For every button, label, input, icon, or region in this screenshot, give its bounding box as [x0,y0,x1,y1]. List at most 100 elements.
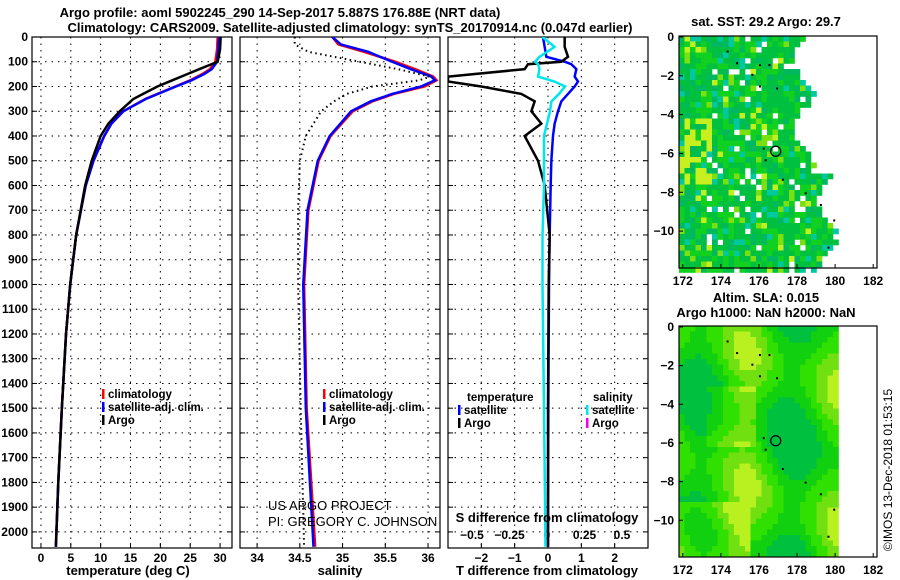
map-cell [734,342,740,349]
map-cell [739,381,746,387]
map-cell [679,173,685,180]
map-cell [756,146,762,152]
map-cell [690,414,696,420]
map-cell [805,168,812,174]
map-cell [756,256,762,262]
map-cell [728,151,735,158]
island-marker [833,508,836,511]
map-cell [800,212,806,218]
map-cell [756,326,762,332]
map-cell [739,469,746,475]
map-cell [789,375,795,382]
map-cell [701,348,707,354]
map-cell [695,47,702,53]
map-cell [827,337,834,343]
island-marker [827,246,830,249]
map-cell [695,485,702,492]
map-cell [805,524,812,530]
map-cell [833,480,839,486]
map-cell [723,342,729,349]
series-line-satellite-adj-clim- [301,37,437,547]
map-cell [734,408,740,415]
map-cell [767,102,773,108]
map-cell [690,96,696,103]
map-cell [816,496,823,503]
map-cell [734,47,740,53]
map-cell [811,452,817,459]
map-cell [800,370,806,376]
map-cell [745,234,751,240]
x-tick-label: 25 [184,551,198,565]
map-cell [734,245,740,251]
map-cell [695,375,702,382]
map-cell [695,397,702,404]
map-cell [723,256,729,262]
map-cell [822,458,828,464]
map-y-tick-label: −2 [660,359,674,373]
map-cell [695,403,702,409]
map-cell [827,348,834,354]
map-cell [701,124,707,130]
map-cell [706,535,713,541]
map-cell [684,353,691,360]
map-cell [767,524,773,530]
map-cell [789,250,795,257]
map-cell [767,267,773,273]
map-cell [717,403,724,409]
map-cell [800,403,806,409]
map-cell [701,168,707,174]
map-cell [816,524,823,530]
map-cell [827,403,834,409]
map-cell [761,96,768,103]
map-cell [756,80,762,86]
map-cell [778,63,784,70]
map-cell [684,425,691,431]
map-cell [756,162,762,169]
map-cell [772,96,779,103]
map-cell [712,91,718,97]
map-cell [690,364,696,371]
map-cell [684,261,691,268]
map-cell [712,414,718,420]
map-cell [805,408,812,415]
map-cell [706,540,713,547]
map-cell [712,485,718,492]
map-cell [761,179,768,185]
map-cell [805,507,812,514]
map-cell [679,151,685,158]
map-cell [745,436,751,442]
map-cell [690,217,696,224]
map-cell [701,359,707,365]
map-cell [783,364,790,371]
map-cell [833,414,839,420]
map-cell [679,491,685,497]
map-cell [783,386,790,393]
map-cell [734,124,740,130]
map-cell [745,63,751,70]
map-cell [750,375,757,382]
map-cell [822,485,828,492]
map-cell [739,206,746,213]
map-cell [772,228,779,235]
island-marker [726,50,729,53]
map-cell [723,234,729,240]
map-cell [706,414,713,420]
map-cell [717,491,724,497]
map-cell [728,370,735,376]
map-cell [822,524,828,530]
map-cell [750,496,757,503]
map-cell [723,179,729,185]
map-cell [794,529,801,536]
map-cell [800,513,806,519]
map-cell [800,463,806,470]
map-cell [772,179,779,185]
map-cell [695,364,702,371]
map-cell [701,245,707,251]
map-cell [684,91,691,97]
map-cell [745,85,751,92]
map-cell [745,245,751,251]
map-cell [706,485,713,492]
map-cell [816,392,823,398]
map-cell [723,546,729,552]
map-cell [756,436,762,442]
